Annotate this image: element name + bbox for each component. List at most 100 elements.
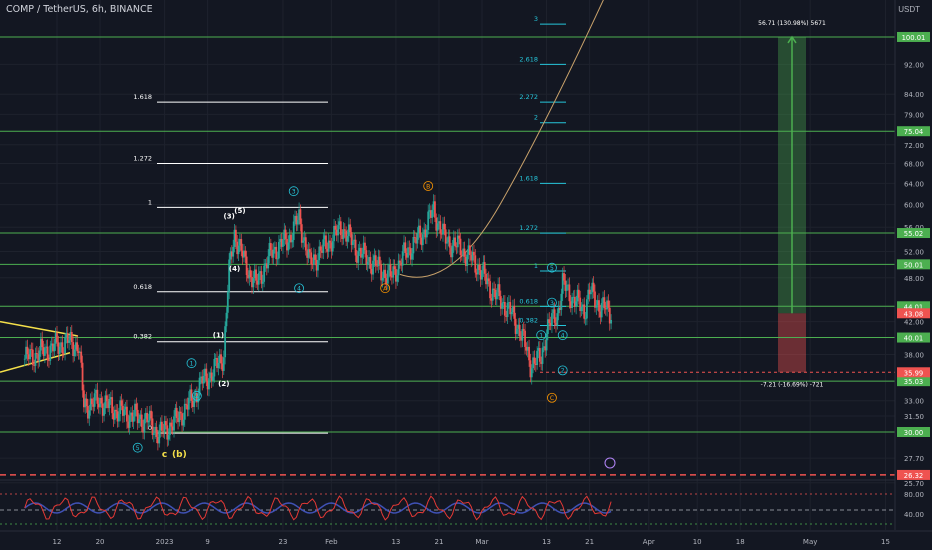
candle-body bbox=[482, 262, 485, 271]
candle-body bbox=[479, 270, 482, 280]
candle-body bbox=[395, 269, 397, 282]
wave-circle bbox=[186, 358, 197, 369]
candle-body bbox=[57, 342, 60, 354]
candle-body bbox=[540, 361, 543, 364]
candle-body bbox=[442, 223, 444, 235]
candle-body bbox=[596, 300, 599, 306]
time-tick-label: 20 bbox=[96, 538, 105, 546]
candle-body bbox=[366, 261, 369, 265]
wave-circle bbox=[536, 330, 547, 341]
candle-body bbox=[466, 254, 469, 266]
candle-body bbox=[221, 363, 224, 371]
candle-body bbox=[25, 346, 27, 359]
position-target-label: 56.71 (130.98%) 5671 bbox=[758, 20, 826, 27]
candle-body bbox=[283, 229, 286, 240]
candle-body bbox=[260, 271, 263, 284]
candle-body bbox=[155, 426, 158, 437]
candle-body bbox=[365, 250, 368, 265]
candle-body bbox=[276, 258, 279, 260]
candle-body bbox=[143, 418, 146, 433]
candle-body bbox=[48, 360, 50, 362]
level-price-tag bbox=[897, 376, 930, 387]
level-price-tag-label: 30.00 bbox=[904, 429, 923, 437]
candle-body bbox=[396, 275, 399, 282]
candle-body bbox=[62, 353, 65, 355]
candle-body bbox=[66, 333, 69, 343]
price-tick-label: 48.00 bbox=[904, 275, 924, 283]
candle-body bbox=[275, 246, 278, 260]
candle-body bbox=[389, 264, 392, 277]
rsi-tick-label: 40.00 bbox=[904, 511, 924, 519]
wave-label-circled: 2 bbox=[195, 393, 199, 400]
time-tick-label: Mar bbox=[475, 538, 488, 546]
candle-body bbox=[152, 433, 155, 435]
candle-body bbox=[253, 269, 256, 279]
candle-body bbox=[547, 319, 549, 335]
price-tick-label: 72.00 bbox=[904, 142, 924, 150]
candle-body bbox=[60, 342, 62, 347]
candle-body bbox=[100, 397, 103, 404]
candle-body bbox=[74, 342, 77, 350]
candle-body bbox=[506, 302, 509, 317]
candle-body bbox=[64, 337, 66, 354]
candle-body bbox=[279, 238, 282, 242]
candle-body bbox=[447, 236, 450, 243]
candle-body bbox=[604, 308, 607, 310]
candle-body bbox=[373, 255, 376, 261]
candle-body bbox=[377, 256, 380, 267]
candle-body bbox=[295, 215, 298, 225]
candle-body bbox=[446, 242, 448, 244]
candle-body bbox=[475, 272, 478, 275]
candle-body bbox=[417, 225, 420, 234]
price-tag-label: 35.99 bbox=[904, 369, 923, 377]
candle-body bbox=[607, 300, 610, 308]
candle-body bbox=[369, 257, 372, 269]
time-tick-label: Apr bbox=[643, 538, 655, 546]
candle-body bbox=[536, 350, 539, 366]
candle-body bbox=[435, 217, 438, 231]
wave-circle bbox=[547, 392, 557, 403]
candle-body bbox=[351, 241, 354, 245]
candle-body bbox=[267, 256, 270, 269]
fib-left-label: 0 bbox=[148, 424, 152, 432]
projection-curve bbox=[399, 0, 604, 278]
candle-body bbox=[99, 397, 101, 408]
candle-body bbox=[490, 298, 493, 301]
candle-body bbox=[140, 414, 143, 427]
candle-body bbox=[144, 412, 147, 419]
time-tick-label: 13 bbox=[391, 538, 400, 546]
candle-body bbox=[256, 280, 259, 285]
candle-body bbox=[80, 351, 83, 363]
candle-body bbox=[228, 259, 231, 292]
candle-body bbox=[247, 275, 249, 279]
candle-body bbox=[134, 403, 136, 417]
candle-body bbox=[189, 389, 192, 398]
candle-body bbox=[357, 251, 360, 263]
candle-body bbox=[173, 416, 175, 431]
time-tick-label: Feb bbox=[325, 538, 338, 546]
candle-body bbox=[559, 307, 561, 310]
candle-body bbox=[440, 233, 443, 235]
candle-body bbox=[41, 338, 44, 348]
wave-circle bbox=[423, 181, 434, 191]
candle-body bbox=[486, 278, 489, 285]
candle-body bbox=[194, 392, 197, 396]
candle-body bbox=[206, 380, 209, 390]
candle-body bbox=[282, 239, 284, 247]
candle-body bbox=[204, 368, 206, 376]
candle-body bbox=[197, 395, 200, 403]
time-tick-label: 21 bbox=[435, 538, 444, 546]
candle-body bbox=[392, 266, 395, 278]
candle-body bbox=[280, 238, 283, 247]
candle-body bbox=[571, 297, 574, 308]
candle-body bbox=[538, 348, 541, 362]
candle-body bbox=[420, 237, 423, 246]
symbol-title[interactable]: COMP / TetherUS, 6h, BINANCE bbox=[6, 4, 153, 15]
candle-body bbox=[520, 336, 522, 341]
candle-body bbox=[525, 346, 528, 351]
level-price-tag-label: 55.02 bbox=[904, 230, 923, 238]
candle-body bbox=[128, 415, 131, 428]
candle-body bbox=[434, 201, 436, 218]
candle-body bbox=[498, 284, 501, 297]
